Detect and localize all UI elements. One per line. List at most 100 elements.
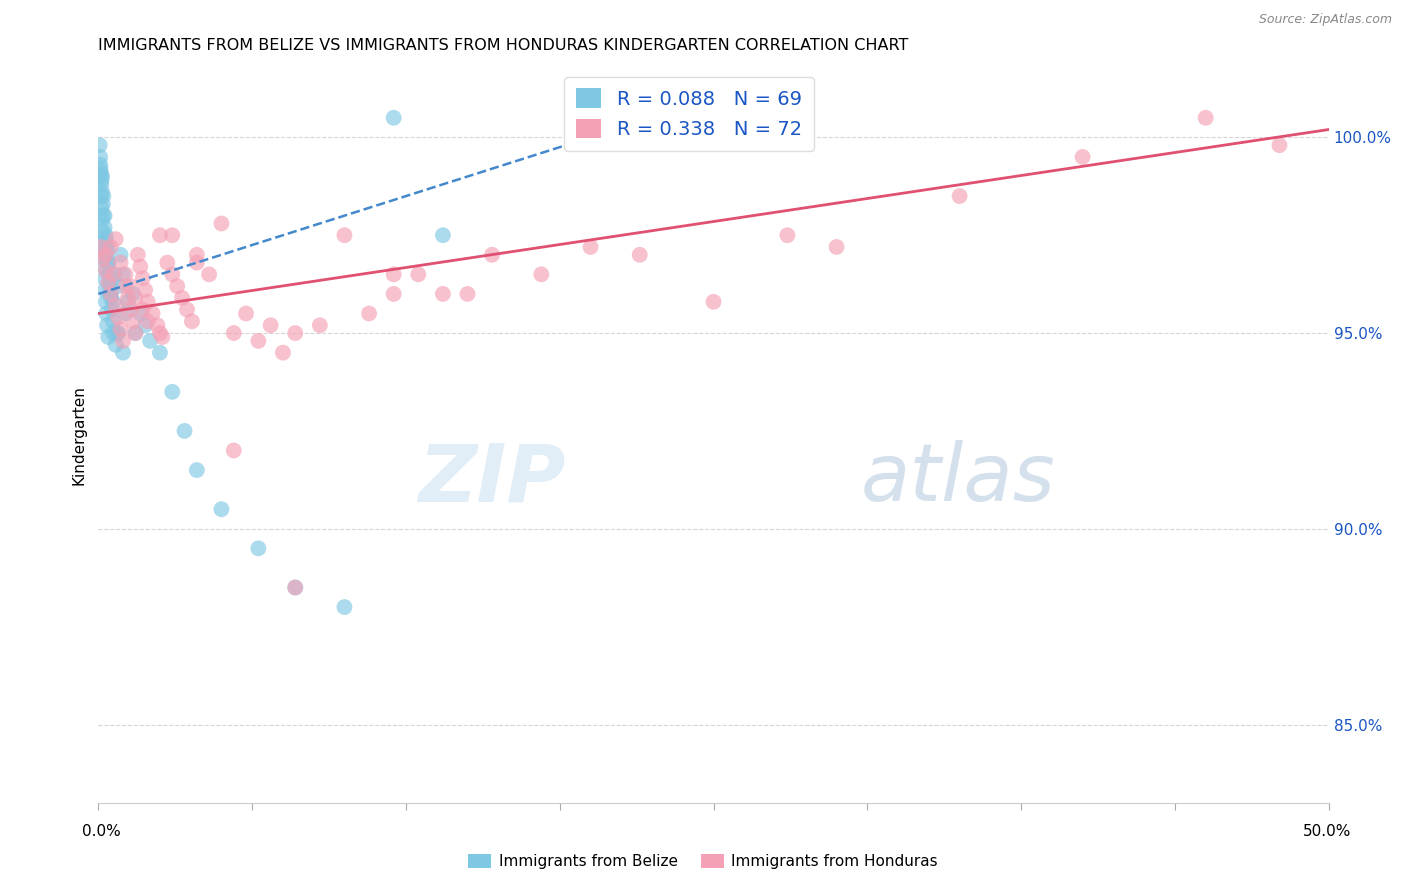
Point <box>432 287 454 301</box>
Point <box>91 235 114 250</box>
Point <box>93 252 115 266</box>
Text: atlas: atlas <box>860 440 1056 518</box>
Point <box>103 326 125 340</box>
Point <box>93 220 115 235</box>
Point <box>103 314 125 328</box>
Point <box>260 318 283 333</box>
Point <box>247 334 270 348</box>
Point <box>127 248 149 262</box>
Point <box>107 310 129 325</box>
Point <box>432 228 454 243</box>
Point <box>112 268 135 282</box>
Point <box>93 189 115 203</box>
Point <box>110 255 132 269</box>
Point <box>408 268 430 282</box>
Point <box>825 240 848 254</box>
Point <box>91 185 114 199</box>
Point <box>91 197 114 211</box>
Point <box>382 287 405 301</box>
Point <box>97 275 120 289</box>
Point <box>132 302 155 317</box>
Point <box>103 268 125 282</box>
Point <box>90 178 112 192</box>
Point <box>93 271 115 285</box>
Point <box>114 268 136 282</box>
Point <box>949 189 972 203</box>
Point <box>162 228 183 243</box>
Point <box>152 330 174 344</box>
Point <box>89 161 111 176</box>
Point <box>456 287 478 301</box>
Point <box>90 189 112 203</box>
Point <box>129 306 152 320</box>
Y-axis label: Kindergarten: Kindergarten <box>72 385 87 484</box>
Point <box>271 345 294 359</box>
Point <box>186 248 208 262</box>
Point <box>117 291 139 305</box>
Point <box>156 255 179 269</box>
Point <box>90 201 112 215</box>
Point <box>134 283 156 297</box>
Point <box>703 294 725 309</box>
Text: 50.0%: 50.0% <box>1303 824 1351 839</box>
Point <box>222 443 245 458</box>
Point <box>211 502 233 516</box>
Point <box>284 581 307 595</box>
Point <box>100 287 122 301</box>
Point <box>96 306 118 320</box>
Point <box>107 279 129 293</box>
Point <box>112 334 135 348</box>
Point <box>166 279 188 293</box>
Point <box>1071 150 1094 164</box>
Text: ZIP: ZIP <box>419 440 567 518</box>
Point <box>91 224 114 238</box>
Point <box>284 326 307 340</box>
Point <box>162 384 183 399</box>
Point <box>333 228 356 243</box>
Point <box>100 287 122 301</box>
Point <box>96 240 118 254</box>
Point <box>359 306 381 320</box>
Point <box>172 291 194 305</box>
Point <box>129 260 152 274</box>
Point <box>333 600 356 615</box>
Text: IMMIGRANTS FROM BELIZE VS IMMIGRANTS FROM HONDURAS KINDERGARTEN CORRELATION CHAR: IMMIGRANTS FROM BELIZE VS IMMIGRANTS FRO… <box>98 38 908 54</box>
Point <box>98 279 121 293</box>
Point <box>382 268 405 282</box>
Point <box>100 291 122 305</box>
Point <box>104 299 127 313</box>
Point <box>149 326 172 340</box>
Point <box>93 209 115 223</box>
Point <box>247 541 270 556</box>
Legend: R = 0.088   N = 69, R = 0.338   N = 72: R = 0.088 N = 69, R = 0.338 N = 72 <box>564 77 814 151</box>
Point <box>110 248 132 262</box>
Point <box>176 302 198 317</box>
Point <box>382 111 405 125</box>
Point <box>136 294 159 309</box>
Point <box>103 268 125 282</box>
Point <box>105 326 128 340</box>
Point <box>134 318 156 333</box>
Point <box>162 268 183 282</box>
Point <box>1195 111 1218 125</box>
Point <box>93 248 115 262</box>
Point <box>107 326 129 340</box>
Point <box>94 294 117 309</box>
Point <box>97 255 120 269</box>
Point <box>94 263 117 277</box>
Point <box>89 138 111 153</box>
Point <box>94 248 117 262</box>
Point <box>186 255 208 269</box>
Point <box>114 279 136 293</box>
Point <box>91 212 114 227</box>
Point <box>94 283 117 297</box>
Point <box>776 228 799 243</box>
Point <box>90 173 112 187</box>
Point <box>110 322 132 336</box>
Point <box>481 248 503 262</box>
Point <box>149 228 172 243</box>
Point <box>149 345 172 359</box>
Point <box>96 318 118 333</box>
Point <box>1268 138 1291 153</box>
Point <box>97 330 120 344</box>
